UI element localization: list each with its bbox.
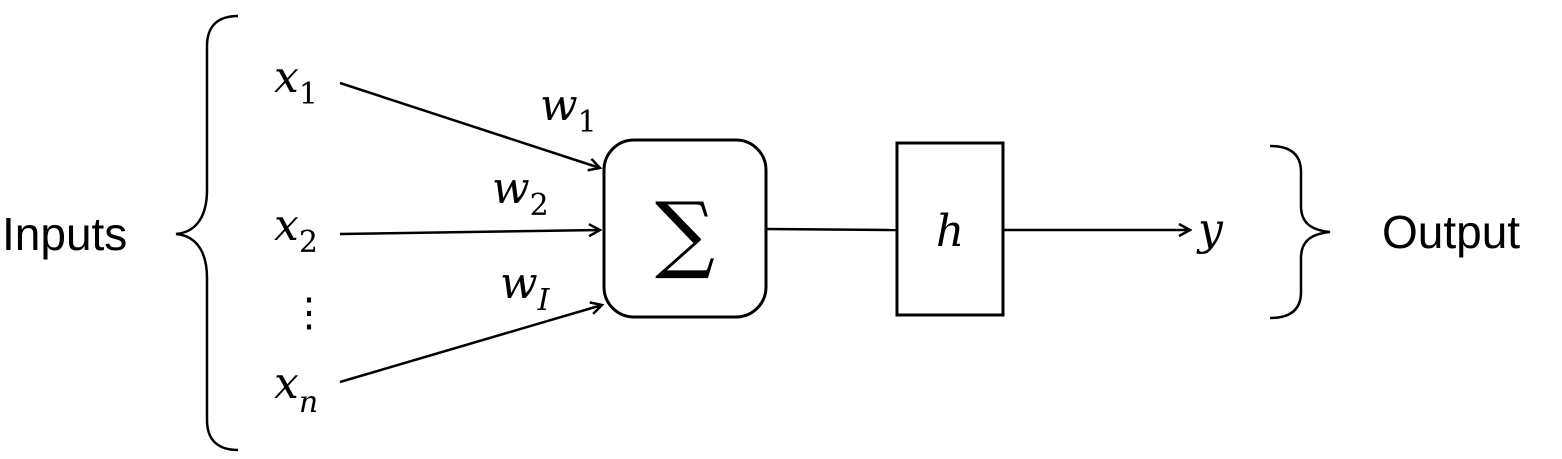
svg-text:x1: x1 — [274, 52, 318, 112]
input-xn: xn — [274, 358, 318, 420]
input-x1-subscript: 1 — [299, 77, 318, 112]
summation-node — [602, 138, 768, 319]
input-x1-symbol: x — [274, 52, 299, 103]
input-x2: x2 — [274, 200, 318, 260]
input-x2-symbol: x — [274, 200, 299, 251]
line-sum-to-activation — [765, 227, 898, 232]
weight-w1-subscript: 1 — [578, 105, 597, 140]
weight-w1: w1 — [540, 80, 597, 140]
weight-wI: wI — [500, 258, 551, 318]
output-symbol: y — [1196, 204, 1224, 255]
weight-w2-symbol: w — [492, 163, 530, 214]
svg-text:x2: x2 — [274, 200, 318, 260]
weight-w2: w2 — [492, 163, 549, 223]
input-xn-symbol: x — [274, 358, 299, 409]
input-xn-subscript: n — [299, 385, 318, 420]
svg-text:wI: wI — [500, 258, 551, 318]
weight-w2-subscript: 2 — [530, 188, 549, 223]
input-x2-subscript: 2 — [299, 225, 318, 260]
activation-symbol: h — [936, 206, 964, 257]
svg-text:w2: w2 — [492, 163, 549, 223]
output-brace — [1269, 144, 1331, 320]
summation-symbol: ∑ — [655, 184, 715, 282]
arrow-x2-to-sum — [339, 230, 600, 234]
svg-text:w1: w1 — [540, 80, 597, 140]
input-x1: x1 — [274, 52, 318, 112]
output-label: Output — [1382, 206, 1520, 258]
weight-wI-symbol: w — [500, 258, 538, 309]
weight-wI-subscript: I — [537, 283, 551, 318]
arrow-x1-to-sum — [339, 81, 600, 168]
svg-text:xn: xn — [274, 358, 318, 420]
inputs-label: Inputs — [2, 208, 127, 260]
weight-w1-symbol: w — [540, 80, 578, 131]
inputs-ellipsis: ⋮ — [289, 290, 329, 336]
arrow-xn-to-sum — [339, 305, 602, 384]
inputs-brace — [175, 14, 239, 452]
